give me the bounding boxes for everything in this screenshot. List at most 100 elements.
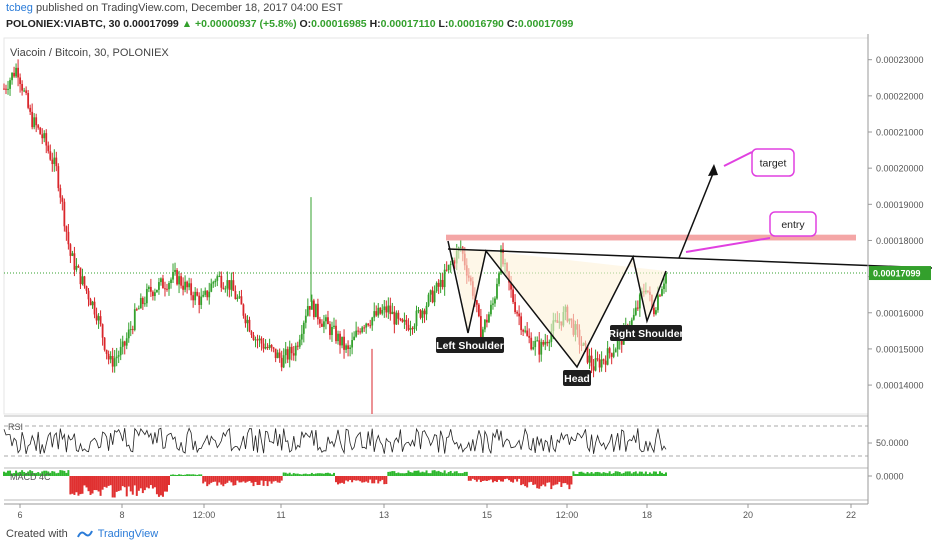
pattern-overlay: Left Shoulder Head Right Shoulder entry targ… <box>436 148 932 386</box>
macd-bar <box>200 474 203 476</box>
candle-body <box>83 276 86 287</box>
macd-bar <box>139 476 142 489</box>
candle-body <box>9 80 11 89</box>
candle-body <box>550 331 553 342</box>
candle-body <box>357 330 360 332</box>
candle-body <box>204 290 207 295</box>
candle-body <box>512 289 514 303</box>
entry-callout-text: entry <box>781 219 805 231</box>
y-tick-label: 0.00020000 <box>876 164 924 174</box>
macd-bar <box>202 476 205 484</box>
macd-bar <box>465 471 468 476</box>
candle-body <box>280 357 283 368</box>
macd-bar <box>588 473 591 476</box>
candle-body <box>180 276 182 286</box>
candle-body <box>15 67 17 77</box>
macd-bar <box>149 476 152 486</box>
macd-bar <box>644 471 647 476</box>
macd-bar <box>137 476 140 491</box>
macd-bar <box>260 476 263 481</box>
candle-body <box>113 358 116 367</box>
macd-bar <box>157 476 160 497</box>
macd-bar <box>81 476 84 494</box>
candle-body <box>421 310 424 318</box>
candle-body <box>401 319 404 322</box>
created-with-text: Created with <box>6 528 68 540</box>
macd-bar <box>7 470 10 476</box>
candle-body <box>198 295 201 305</box>
chart-area[interactable]: Left Shoulder Head Right Shoulder entry targ… <box>0 34 932 524</box>
macd-bar <box>371 476 374 484</box>
candle-body <box>53 157 56 165</box>
candle-body <box>188 283 191 288</box>
macd-bar <box>542 476 545 485</box>
macd-bar <box>286 473 289 476</box>
candle-body <box>168 283 170 290</box>
head-label: Head <box>563 370 591 386</box>
macd-bar <box>292 473 295 476</box>
candle-body <box>296 345 299 347</box>
macd-bar <box>550 476 553 490</box>
candle-body <box>5 88 7 90</box>
macd-bar <box>431 470 434 476</box>
candle-body <box>636 307 639 309</box>
macd-bar <box>646 474 649 476</box>
low-value: 0.00016790 <box>448 18 504 30</box>
candle-body <box>218 275 221 277</box>
macd-bar <box>264 476 267 482</box>
macd-bar <box>393 471 396 476</box>
macd-bar <box>473 476 476 480</box>
macd-bar <box>546 476 549 483</box>
candle-body <box>226 280 229 289</box>
candle-body <box>335 325 337 342</box>
macd-bar <box>9 470 12 476</box>
candle-body <box>11 72 13 81</box>
macd-bar <box>540 476 543 487</box>
candle-body <box>655 310 657 315</box>
macd-bar <box>491 476 494 483</box>
macd-bar <box>298 474 301 476</box>
candle-body <box>427 294 430 306</box>
macd-bar <box>628 471 631 476</box>
macd-bar <box>77 476 80 496</box>
candle-body <box>347 345 349 350</box>
macd-bar <box>310 472 313 476</box>
candle-body <box>298 339 301 347</box>
candle-body <box>254 339 257 341</box>
author-link[interactable]: tcbeg <box>6 2 33 14</box>
candle-body <box>23 90 26 92</box>
candle-body <box>93 301 96 315</box>
candle-body <box>131 329 134 331</box>
candle-body <box>97 316 100 321</box>
candle-body <box>81 276 84 285</box>
candle-body <box>158 282 160 290</box>
candle-body <box>310 300 313 310</box>
macd-bar <box>115 476 118 492</box>
macd-bar <box>528 476 531 483</box>
macd-bar <box>41 471 44 476</box>
rsi-pane[interactable]: RSI 50.0000 <box>3 422 909 457</box>
candle-body <box>435 282 438 292</box>
publish-info: tcbeg published on TradingView.com, Dece… <box>6 2 343 16</box>
candle-body <box>425 305 428 315</box>
candle-body <box>447 264 450 270</box>
macd-bar <box>3 471 5 476</box>
candle-body <box>369 325 372 327</box>
macd-bar <box>413 470 416 476</box>
candle-body <box>630 319 633 329</box>
macd-pane[interactable]: MACD 4C 0.0000 <box>3 470 904 498</box>
head-label-text: Head <box>564 373 590 385</box>
macd-bar <box>204 476 207 482</box>
macd-bar <box>514 476 517 480</box>
candle-body <box>536 340 539 342</box>
macd-bar <box>419 472 422 476</box>
macd-bar <box>29 470 32 476</box>
candle-body <box>111 355 114 367</box>
macd-bar <box>630 473 633 476</box>
rsi-label: RSI <box>8 422 23 432</box>
candle-body <box>208 291 211 298</box>
target-callout-text: target <box>760 158 787 170</box>
macd-bar <box>471 476 474 479</box>
tradingview-link[interactable]: TradingView <box>97 528 159 540</box>
candle-body <box>292 353 295 356</box>
